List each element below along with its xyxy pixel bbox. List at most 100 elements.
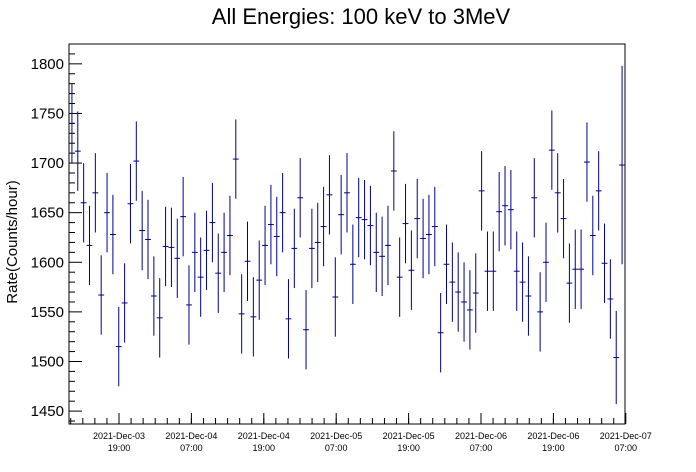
x-tick-date: 2021-Dec-07 (600, 431, 652, 441)
data-point (595, 151, 602, 231)
data-point (308, 208, 315, 289)
data-point (332, 257, 339, 337)
data-point (396, 237, 403, 317)
data-point (109, 194, 116, 275)
data-point (92, 153, 99, 233)
data-point (197, 237, 204, 317)
data-point (431, 186, 438, 267)
data-point (297, 158, 304, 238)
data-point (519, 242, 526, 322)
data-point (86, 205, 93, 286)
data-point (560, 178, 567, 259)
x-tick-time: 19:00 (397, 443, 420, 453)
data-point (554, 153, 561, 233)
y-axis-label: Rate(Counts/hour) (4, 180, 21, 303)
data-point (361, 179, 368, 260)
data-point (607, 259, 614, 339)
data-point (402, 183, 409, 264)
data-point (244, 221, 251, 301)
x-tick-date: 2021-Dec-06 (455, 431, 507, 441)
data-point (186, 265, 192, 345)
x-tick-time: 07:00 (180, 443, 203, 453)
data-point (139, 190, 146, 271)
x-tick-date: 2021-Dec-03 (93, 431, 145, 441)
y-tick-label: 1750 (31, 105, 64, 122)
data-point (168, 207, 175, 288)
data-point (69, 83, 75, 164)
data-point (513, 231, 520, 311)
y-tick-label: 1800 (31, 56, 64, 73)
x-tick-time: 07:00 (470, 443, 493, 453)
data-point (156, 278, 163, 358)
plot-frame (68, 43, 626, 425)
data-point (303, 290, 309, 370)
data-point (390, 131, 397, 211)
data-point (548, 110, 555, 190)
data-point (262, 205, 268, 286)
x-tick-date: 2021-Dec-04 (165, 431, 217, 441)
data-point (150, 256, 157, 336)
y-axis: 1450 1500 1550 1600 1650 1700 1750 1800 (31, 43, 82, 422)
y-tick-label: 1550 (31, 304, 64, 321)
data-point (355, 177, 362, 258)
y-tick-label: 1700 (31, 155, 64, 172)
data-point (326, 155, 333, 235)
chart-title: All Energies: 100 keV to 3MeV (212, 4, 511, 29)
data-point (320, 186, 327, 267)
data-point (162, 206, 169, 287)
data-point (578, 229, 585, 309)
x-tick-date: 2021-Dec-04 (238, 431, 290, 441)
data-point (80, 163, 87, 243)
data-point (285, 279, 292, 359)
data-point (408, 230, 415, 310)
data-point (525, 256, 532, 336)
data-series (69, 65, 625, 405)
data-point (455, 252, 462, 332)
data-point (537, 272, 544, 352)
data-point (349, 224, 356, 304)
data-point (238, 274, 245, 354)
data-point (502, 166, 508, 246)
data-point (507, 170, 514, 250)
data-point (127, 164, 134, 244)
x-tick-time: 07:00 (325, 443, 348, 453)
x-tick-date: 2021-Dec-05 (383, 431, 435, 441)
data-point (496, 171, 503, 252)
data-point (478, 151, 485, 231)
data-point (115, 306, 122, 387)
data-point (589, 195, 596, 276)
data-point (566, 243, 573, 323)
data-point (619, 65, 625, 265)
data-point (437, 293, 444, 373)
data-point (420, 198, 427, 279)
data-point (426, 194, 432, 275)
data-point (367, 185, 374, 266)
data-point (174, 218, 181, 298)
data-point (484, 231, 491, 311)
data-point (273, 196, 280, 277)
x-tick-time: 19:00 (108, 443, 131, 453)
data-point (104, 172, 110, 253)
data-point (133, 121, 140, 201)
y-tick-label: 1650 (31, 205, 64, 222)
data-point (203, 210, 210, 291)
data-point (531, 158, 538, 238)
x-tick-date: 2021-Dec-06 (527, 431, 579, 441)
data-point (121, 263, 128, 343)
data-point (267, 184, 274, 265)
data-point (314, 202, 321, 283)
data-point (601, 223, 608, 303)
data-point (373, 212, 380, 293)
data-point (191, 212, 198, 293)
data-point (543, 222, 549, 302)
data-point (227, 195, 233, 276)
data-point (490, 231, 497, 311)
x-tick-time: 19:00 (253, 443, 276, 453)
data-point (379, 216, 386, 297)
data-point (449, 242, 456, 322)
data-point (584, 122, 590, 202)
data-point (344, 153, 350, 233)
y-tick-label: 1600 (31, 254, 64, 271)
x-tick-time: 19:00 (542, 443, 565, 453)
